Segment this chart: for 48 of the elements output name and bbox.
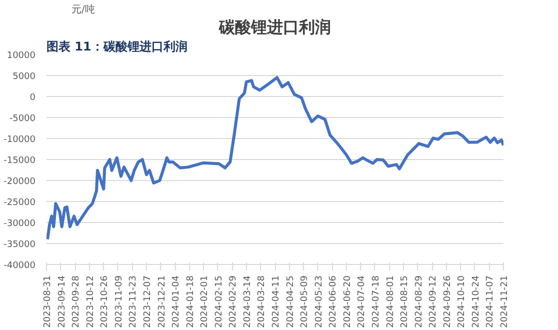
y-tick-label: -15000	[4, 156, 36, 166]
y-tick-label: -5000	[9, 114, 36, 124]
y-tick-label: -25000	[4, 198, 36, 208]
x-tick-label: 2024-08-15	[400, 275, 410, 328]
x-tick-label: 2024-02-15	[214, 275, 224, 328]
x-tick-label: 2024-05-23	[314, 275, 324, 328]
x-tick-label: 2024-10-24	[471, 275, 482, 328]
x-tick-label: 2024-07-18	[371, 275, 382, 328]
x-tick-label: 2024-07-04	[357, 275, 368, 328]
x-tick-label: 2024-05-09	[300, 275, 310, 328]
x-tick-label: 2023-11-09	[114, 275, 124, 328]
x-tick-label: 2024-04-25	[286, 275, 296, 328]
y-tick-label: -35000	[4, 240, 36, 250]
x-tick-label: 2024-01-18	[186, 275, 196, 328]
x-tick-label: 2024-09-26	[442, 275, 453, 328]
x-tick-label: 2024-09-12	[428, 275, 439, 328]
line-series	[46, 76, 504, 241]
y-tick-label: 5000	[12, 72, 36, 82]
x-tick-label: 2024-06-06	[328, 275, 339, 328]
x-tick-label: 2023-10-26	[100, 275, 110, 328]
x-tick-label: 2023-11-23	[128, 275, 139, 328]
text: 图表 11：碳酸锂进口利润	[46, 40, 188, 54]
y-tick-label: 0	[30, 93, 36, 103]
x-tick-label: 2024-08-29	[414, 275, 424, 328]
y-axis-title: 元/吨	[72, 4, 95, 16]
x-tick-label: 2023-12-21	[157, 275, 168, 328]
x-tick-label: 2023-09-28	[72, 275, 82, 328]
x-tick-label: 2024-10-10	[457, 275, 468, 328]
x-tick-label: 2024-08-01	[386, 275, 396, 328]
y-tick-label: 10000	[6, 51, 36, 61]
x-tick-label: 2024-04-11	[272, 275, 282, 328]
x-tick-label: 2023-12-07	[142, 275, 153, 328]
x-tick-label: 2024-03-14	[242, 275, 253, 328]
y-tick-label: -40000	[4, 261, 36, 271]
y-tick-label: -20000	[4, 177, 36, 187]
x-tick-label: 2023-08-31	[43, 275, 53, 328]
y-tick-label: -30000	[4, 219, 36, 229]
x-tick-label: 2024-03-28	[257, 275, 268, 328]
x-tick-label: 2024-02-01	[200, 275, 210, 328]
x-tick-label: 2024-02-29	[228, 275, 239, 328]
x-tick-label: 2023-10-12	[86, 275, 96, 328]
x-tick-label: 2024-01-04	[172, 275, 182, 328]
y-tick-label: -10000	[4, 135, 36, 145]
x-tick-label: 2024-11-21	[500, 275, 510, 328]
x-tick-label: 2024-11-07	[486, 275, 496, 328]
x-tick-label: 2024-06-20	[342, 275, 353, 328]
chart-title: 碳酸锂进口利润	[218, 18, 331, 36]
x-tick-label: 2023-09-14	[57, 275, 68, 328]
